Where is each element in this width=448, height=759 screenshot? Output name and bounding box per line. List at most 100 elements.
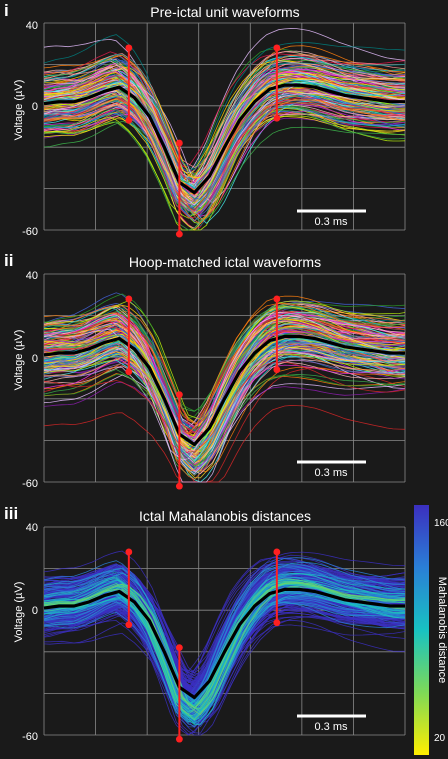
- marker-first-peak: [125, 548, 133, 629]
- waveform-trace: [44, 359, 406, 473]
- waveform-trace: [43, 59, 406, 183]
- waveform-trace: [43, 94, 406, 211]
- waveform-trace: [43, 69, 406, 209]
- mean-waveform: [43, 83, 405, 195]
- waveform-trace: [43, 382, 406, 466]
- y-tick-label: -60: [22, 478, 38, 490]
- waveform-trace: [43, 107, 406, 231]
- waveform-trace: [43, 302, 406, 435]
- panel-pre-ictal: i Pre-ictal unit waveforms Voltage (µV) …: [4, 1, 406, 238]
- y-axis-label: Voltage (µV): [13, 582, 25, 643]
- waveform-trace: [44, 619, 405, 736]
- waveform-trace: [43, 105, 406, 216]
- marker-trough: [175, 139, 183, 238]
- y-tick-label: -60: [22, 731, 38, 743]
- waveform-trace: [43, 353, 406, 447]
- waveform-trace: [43, 28, 406, 174]
- y-axis-label: Voltage (µV): [13, 330, 25, 391]
- colorbar: [414, 505, 429, 755]
- marker-second-peak: [273, 548, 281, 627]
- waveform-trace: [43, 323, 406, 458]
- waveform-trace: [43, 306, 406, 451]
- waveform-trace: [43, 557, 406, 699]
- y-tick-label: 40: [26, 270, 38, 282]
- waveform-trace: [43, 293, 406, 412]
- waveform-trace: [43, 373, 406, 467]
- waveform-trace: [43, 84, 406, 204]
- y-tick-label: 0: [32, 101, 38, 113]
- waveform-trace: [43, 120, 406, 223]
- waveform-trace: [43, 109, 406, 231]
- plot-area: [43, 273, 406, 490]
- marker-second-peak: [273, 295, 281, 374]
- marker-point: [175, 391, 183, 399]
- scale-bar-label: 0.3 ms: [314, 721, 348, 733]
- waveform-trace: [43, 335, 406, 463]
- waveform-trace: [44, 318, 406, 448]
- marker-point: [273, 114, 281, 122]
- chart-title: Ictal Mahalanobis distances: [139, 508, 311, 524]
- marker-trough: [175, 391, 183, 490]
- y-tick-label: 0: [32, 605, 38, 617]
- waveform-trace: [43, 572, 406, 705]
- panel-label: ii: [4, 251, 13, 270]
- waveform-trace: [43, 61, 406, 185]
- colorbar-label: Mahalanobis distance: [436, 577, 448, 683]
- marker-point: [125, 368, 133, 376]
- scale-bar-label: 0.3 ms: [314, 467, 348, 479]
- waveform-trace: [43, 572, 406, 713]
- waveform-trace: [43, 99, 406, 220]
- waveform-trace: [43, 69, 406, 193]
- waveform-trace: [43, 563, 406, 708]
- panel-mahalanobis: iii Ictal Mahalanobis distances Voltage …: [4, 504, 448, 755]
- waveform-trace: [43, 90, 406, 206]
- y-tick-label: -60: [22, 226, 38, 238]
- marker-point: [175, 482, 183, 490]
- marker-point: [273, 295, 281, 303]
- marker-point: [125, 621, 133, 629]
- marker-point: [175, 230, 183, 238]
- chart-title: Pre-ictal unit waveforms: [150, 4, 299, 20]
- waveform-trace: [43, 612, 406, 722]
- marker-point: [273, 619, 281, 627]
- marker-point: [175, 139, 183, 147]
- plot-area: [43, 526, 406, 743]
- waveform-trace: [43, 77, 406, 179]
- waveform-trace: [43, 75, 406, 212]
- waveform-trace: [43, 350, 406, 483]
- marker-point: [175, 644, 183, 652]
- waveform-trace: [43, 311, 406, 461]
- colorbar-tick-label: 160: [434, 518, 448, 529]
- marker-point: [175, 735, 183, 743]
- waveform-trace: [43, 98, 406, 190]
- waveform-trace: [43, 306, 406, 447]
- waveform-trace: [43, 95, 406, 212]
- marker-first-peak: [125, 44, 133, 124]
- waveform-trace: [43, 351, 406, 469]
- waveform-trace: [43, 51, 406, 168]
- waveform-trace: [43, 582, 406, 709]
- waveform-trace: [43, 365, 406, 483]
- panel-label: i: [4, 1, 9, 20]
- marker-first-peak: [125, 295, 133, 376]
- marker-point: [125, 116, 133, 124]
- marker-point: [273, 44, 281, 52]
- y-tick-label: 40: [26, 522, 38, 534]
- y-tick-label: 0: [32, 353, 38, 365]
- y-axis-label: Voltage (µV): [13, 80, 25, 141]
- waveform-trace: [43, 307, 406, 432]
- mean-waveform: [43, 334, 405, 447]
- waveform-trace: [43, 314, 406, 447]
- y-tick-label: 40: [26, 20, 38, 32]
- mean-waveform: [43, 587, 405, 700]
- scale-bar-label: 0.3 ms: [314, 216, 348, 228]
- marker-point: [125, 44, 133, 52]
- marker-point: [125, 295, 133, 303]
- marker-trough: [175, 644, 183, 743]
- waveform-trace: [43, 54, 406, 171]
- marker-point: [273, 548, 281, 556]
- marker-second-peak: [273, 44, 281, 122]
- waveform-trace: [43, 588, 406, 726]
- waveform-trace: [43, 51, 406, 179]
